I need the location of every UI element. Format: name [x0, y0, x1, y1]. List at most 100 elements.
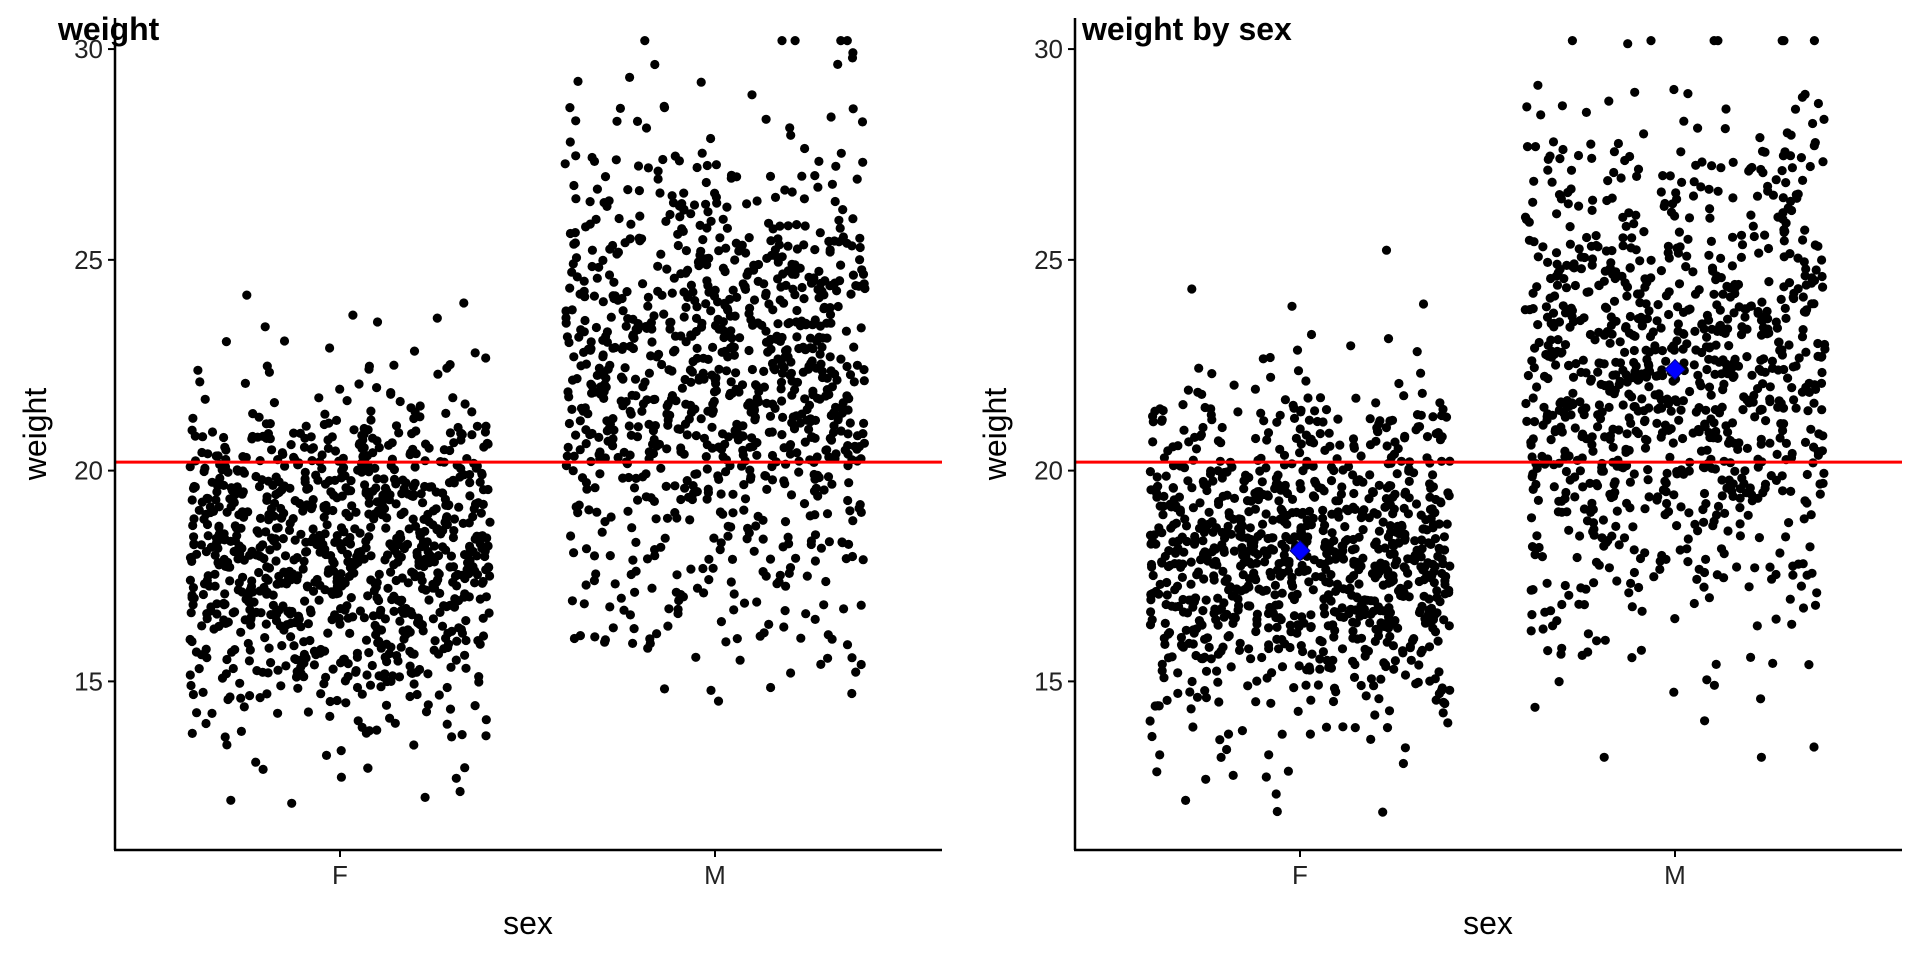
data-point-M [613, 452, 623, 463]
data-point-F [185, 670, 195, 680]
data-point-M [1730, 288, 1740, 299]
data-point-F [1319, 602, 1329, 612]
data-point-F [286, 618, 296, 629]
data-point-F [389, 360, 399, 370]
data-point-F [278, 534, 288, 544]
data-point-F [418, 498, 428, 508]
data-point-F [385, 539, 395, 549]
data-point-M [1706, 414, 1716, 424]
data-point-M [1713, 501, 1724, 511]
data-point-M [841, 326, 852, 336]
data-point-F [1203, 519, 1214, 529]
data-point-M [1704, 382, 1715, 392]
data-point-M [847, 653, 857, 663]
data-point-F [1271, 612, 1281, 623]
data-point-M [1594, 358, 1604, 368]
data-point-F [1400, 670, 1411, 680]
data-point-F [1267, 533, 1277, 543]
data-point-F [258, 667, 268, 677]
data-point-M [1622, 429, 1632, 439]
data-point-F [319, 679, 329, 689]
data-point-F [472, 421, 482, 431]
data-point-F [1425, 504, 1436, 515]
data-point-M [721, 467, 731, 477]
data-point-M [611, 155, 621, 165]
data-point-F [336, 772, 346, 782]
data-point-F [1148, 570, 1158, 581]
data-point-F [1174, 559, 1184, 569]
data-point-M [778, 269, 788, 279]
data-point-M [751, 380, 761, 390]
x-tick-label: F [1292, 860, 1308, 890]
data-point-F [451, 655, 461, 665]
data-point-F [1327, 528, 1337, 538]
data-point-M [1634, 582, 1644, 593]
data-point-F [290, 535, 300, 545]
data-point-F [1214, 697, 1224, 707]
data-point-F [465, 491, 475, 501]
data-point-F [223, 557, 233, 567]
data-point-M [667, 288, 677, 298]
data-point-F [1250, 384, 1260, 394]
data-point-F [1147, 731, 1157, 742]
data-point-F [266, 658, 276, 668]
data-point-F [233, 554, 243, 564]
data-point-F [1445, 561, 1455, 571]
data-point-F [1195, 431, 1205, 441]
data-point-F [368, 611, 378, 621]
data-point-M [1785, 594, 1795, 604]
data-point-M [749, 404, 759, 414]
data-point-M [1532, 382, 1542, 392]
data-point-F [1320, 445, 1330, 455]
data-point-F [1349, 443, 1359, 453]
data-point-F [379, 474, 389, 484]
data-point-F [1388, 641, 1398, 651]
data-point-F [298, 564, 308, 574]
data-point-M [1727, 261, 1737, 271]
data-point-M [1780, 147, 1790, 157]
data-point-M [1749, 231, 1759, 242]
data-point-M [821, 445, 831, 455]
data-point-F [1170, 548, 1181, 558]
data-point-M [765, 411, 776, 421]
data-point-M [686, 377, 696, 387]
data-point-M [831, 161, 841, 171]
data-point-M [1758, 168, 1768, 178]
data-point-F [187, 425, 197, 435]
data-point-M [717, 444, 727, 454]
data-point-M [1683, 557, 1693, 567]
data-point-F [1395, 583, 1405, 594]
data-point-F [1234, 645, 1245, 656]
data-point-F [426, 556, 436, 566]
data-point-M [749, 546, 759, 556]
data-point-M [565, 283, 575, 293]
data-point-F [299, 556, 309, 567]
data-point-M [703, 406, 713, 416]
data-point-F [255, 456, 265, 466]
data-point-M [822, 333, 832, 343]
data-point-F [320, 529, 330, 539]
data-point-F [332, 573, 342, 583]
data-point-M [1568, 388, 1578, 398]
data-point-M [643, 292, 654, 302]
data-point-M [643, 643, 653, 653]
data-point-F [235, 678, 245, 688]
data-point-M [1748, 221, 1758, 231]
data-point-M [832, 286, 842, 296]
data-point-F [1366, 674, 1376, 684]
data-point-M [810, 556, 821, 566]
data-point-F [1207, 369, 1217, 379]
data-point-M [1575, 466, 1585, 476]
data-point-F [374, 595, 384, 606]
data-point-M [836, 354, 846, 364]
data-point-M [589, 156, 600, 166]
data-point-M [752, 450, 762, 460]
data-point-M [1612, 506, 1622, 516]
data-point-M [774, 577, 784, 587]
data-point-F [434, 690, 444, 700]
data-point-F [201, 718, 211, 729]
data-point-M [1690, 326, 1700, 336]
data-point-M [743, 523, 753, 534]
data-point-F [320, 409, 330, 419]
data-point-F [1306, 434, 1316, 444]
